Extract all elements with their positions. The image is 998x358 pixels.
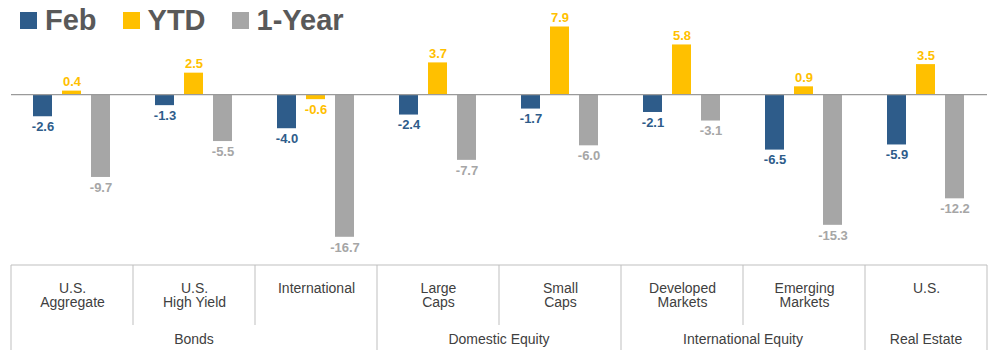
svg-text:-1.3: -1.3 [154, 108, 176, 123]
html-text:Feb: Feb [45, 4, 97, 36]
svg-text:-15.3: -15.3 [818, 228, 848, 243]
svg-text:LargeCaps: LargeCaps [421, 280, 457, 310]
svg-text:7.9: 7.9 [551, 10, 569, 25]
html-text:1-Year: 1-Year [256, 4, 344, 36]
svg-text:International: International [278, 280, 355, 296]
svg-text:-0.6: -0.6 [305, 102, 327, 117]
svg-text:-16.7: -16.7 [330, 240, 360, 255]
svg-text:DevelopedMarkets: DevelopedMarkets [649, 280, 716, 310]
svg-text:-2.6: -2.6 [32, 119, 54, 134]
svg-text:-12.2: -12.2 [940, 201, 970, 216]
svg-text:U.S.: U.S. [913, 280, 940, 296]
svg-text:3.5: 3.5 [917, 48, 935, 63]
svg-text:Domestic Equity: Domestic Equity [448, 331, 549, 347]
svg-text:Real Estate: Real Estate [890, 331, 963, 347]
svg-text:0.9: 0.9 [795, 70, 813, 85]
svg-text:U.S.Aggregate: U.S.Aggregate [40, 280, 105, 310]
svg-text:-9.7: -9.7 [90, 180, 112, 195]
svg-text:-3.1: -3.1 [700, 123, 722, 138]
svg-text:-6.5: -6.5 [764, 152, 786, 167]
svg-text:-1.7: -1.7 [520, 111, 542, 126]
svg-text:-4.0: -4.0 [276, 131, 298, 146]
svg-text:-7.7: -7.7 [456, 163, 478, 178]
svg-text:-6.0: -6.0 [578, 148, 600, 163]
html-text:YTD: YTD [147, 4, 206, 36]
svg-text:0.4: 0.4 [63, 74, 82, 89]
svg-text:-2.4: -2.4 [398, 117, 421, 132]
svg-text:-5.5: -5.5 [212, 144, 234, 159]
svg-text:Bonds: Bonds [174, 331, 214, 347]
svg-text:U.S.High Yield: U.S.High Yield [163, 280, 226, 310]
svg-text:2.5: 2.5 [185, 56, 203, 71]
svg-text:-2.1: -2.1 [642, 115, 664, 130]
svg-text:5.8: 5.8 [673, 28, 691, 43]
svg-text:EmergingMarkets: EmergingMarkets [775, 280, 835, 310]
svg-text:International Equity: International Equity [683, 331, 803, 347]
svg-text:3.7: 3.7 [429, 46, 447, 61]
svg-text:SmallCaps: SmallCaps [543, 280, 578, 310]
svg-text:-5.9: -5.9 [886, 147, 908, 162]
